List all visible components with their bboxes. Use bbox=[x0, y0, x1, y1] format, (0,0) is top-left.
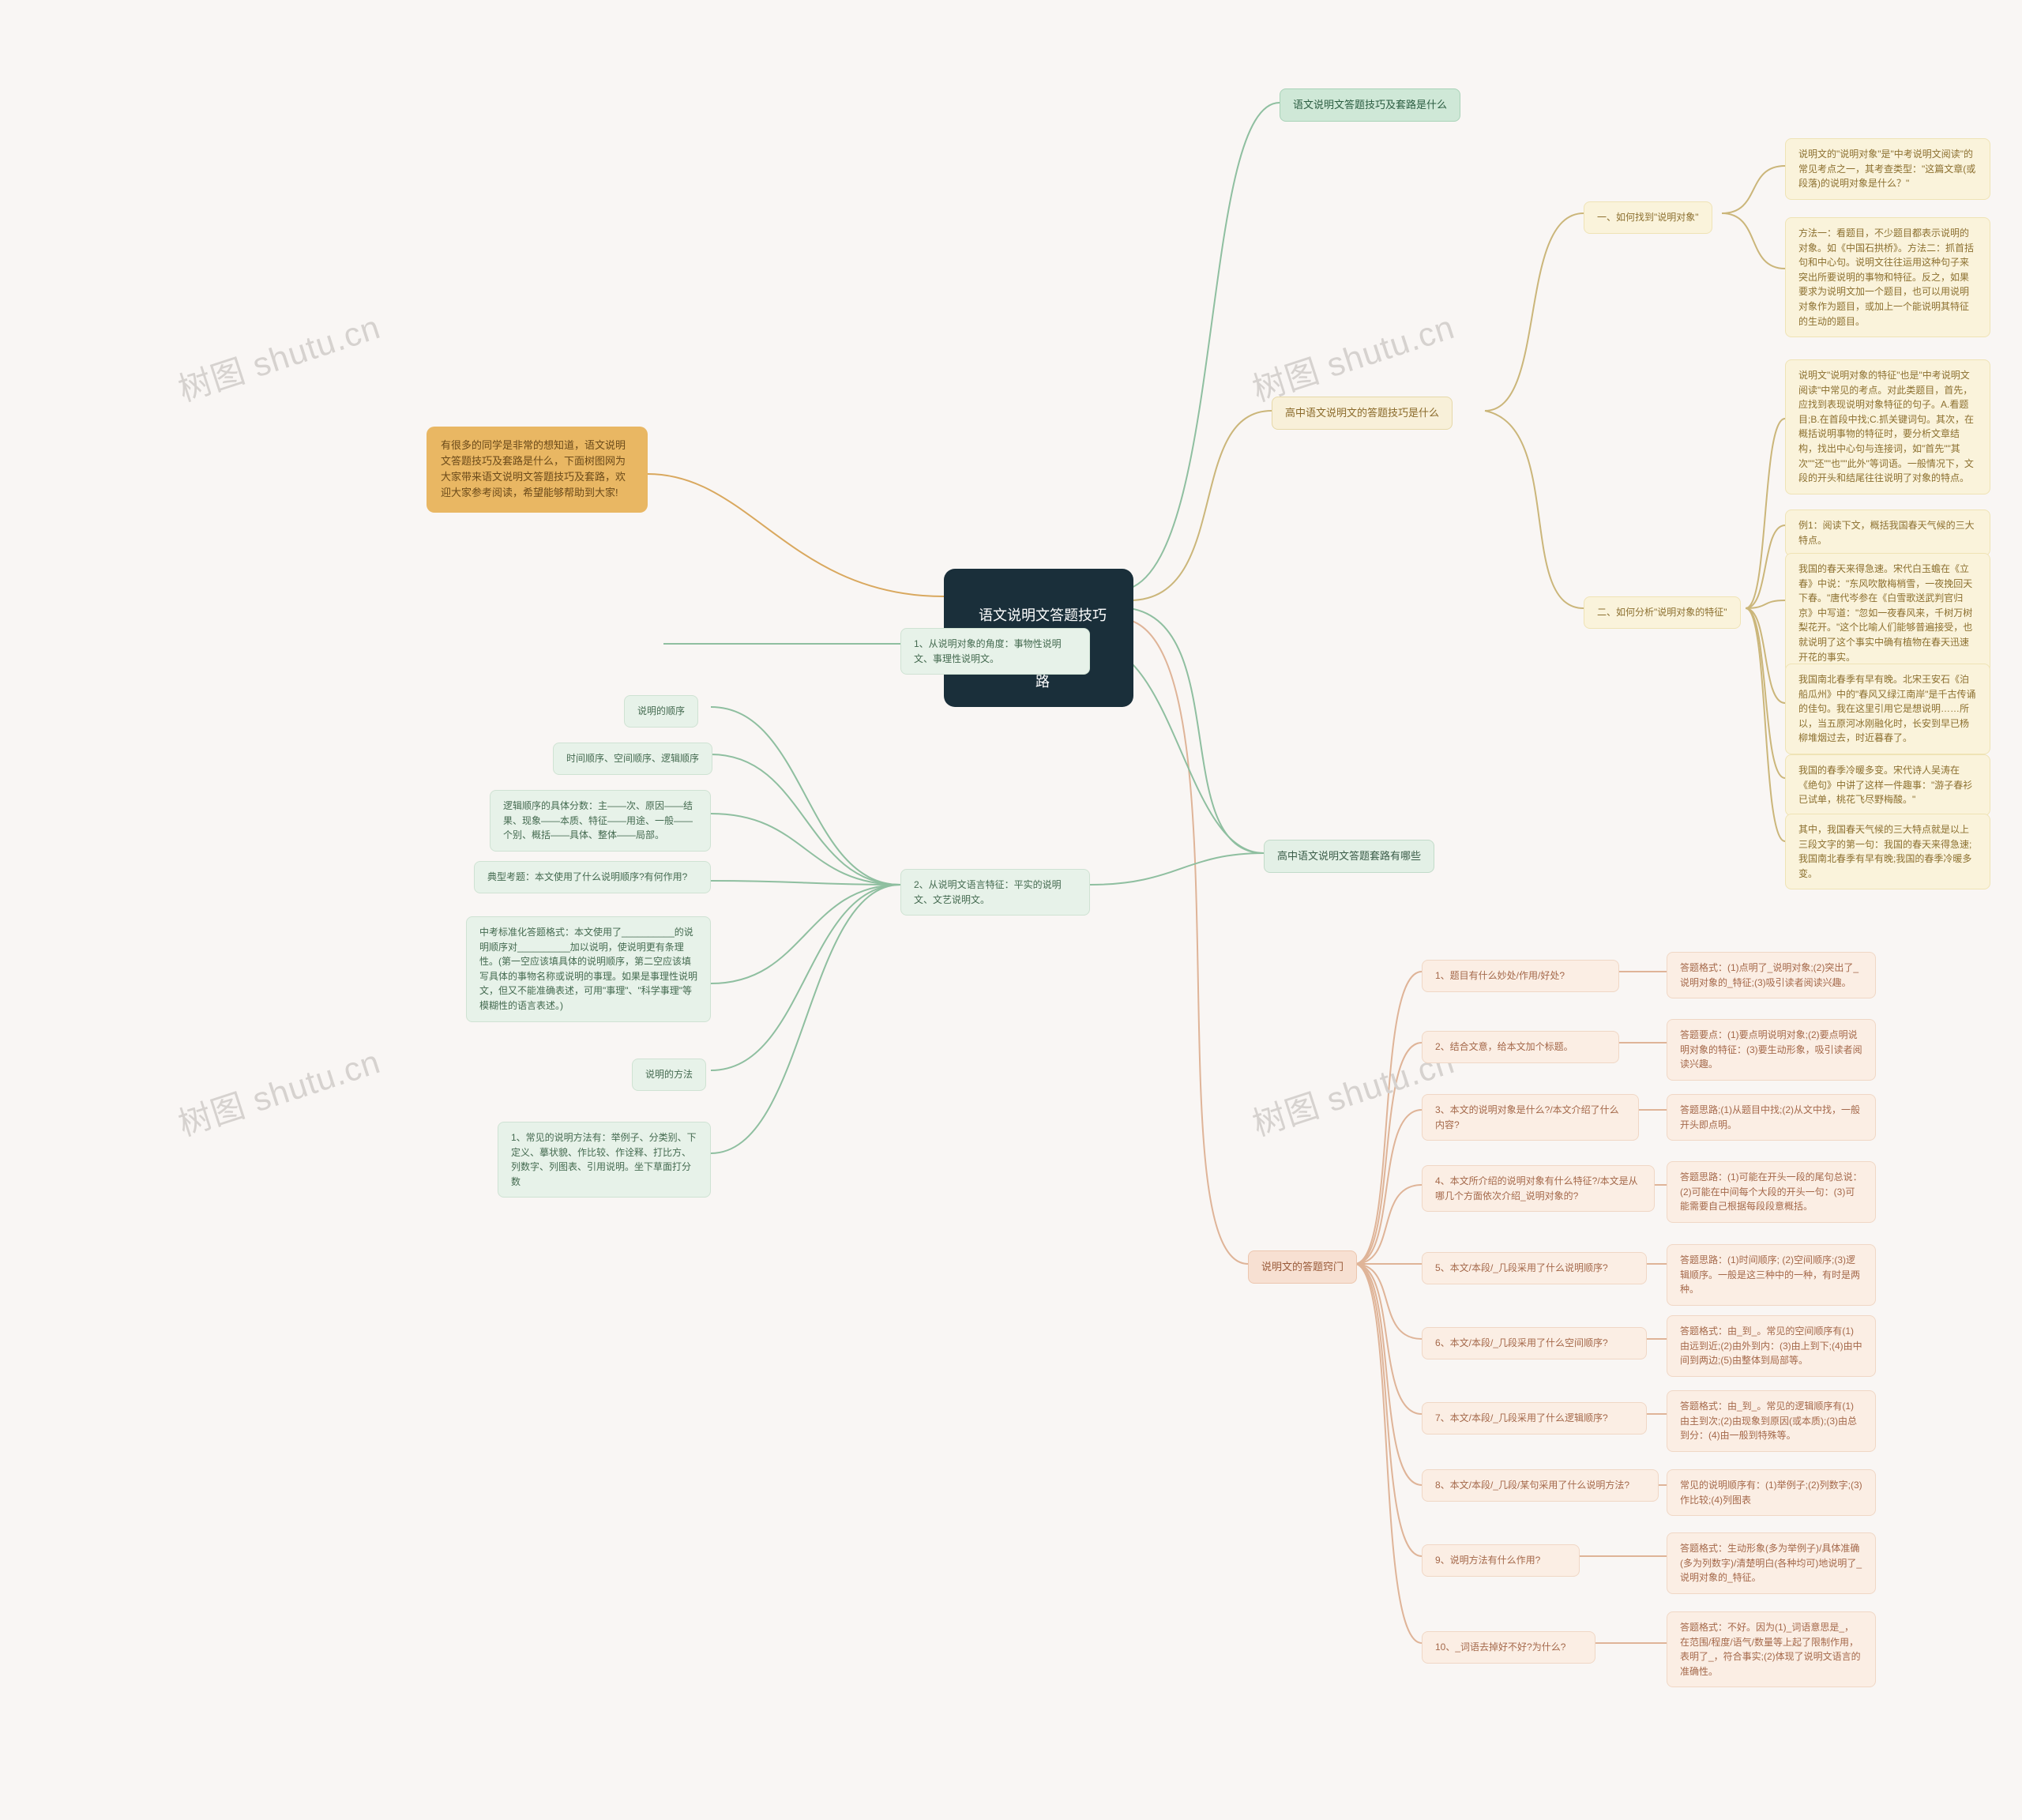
b4-q5[interactable]: 6、本文/本段/_几段采用了什么空间顺序? bbox=[1422, 1327, 1647, 1359]
branch-4[interactable]: 说明文的答题窍门 bbox=[1248, 1250, 1357, 1284]
b4-a8: 答题格式：生动形象(多为举例子)/具体准确(多为列数字)/清楚明白(各种均可)地… bbox=[1667, 1532, 1876, 1594]
b2-n1-c2: 方法一：看题目，不少题目都表示说明的对象。如《中国石拱桥》。方法二：抓首括句和中… bbox=[1785, 217, 1990, 337]
b4-a4: 答题思路：(1)时间顺序; (2)空间顺序;(3)逻辑顺序。一般是这三种中的一种… bbox=[1667, 1244, 1876, 1306]
connector-edge bbox=[1746, 600, 1785, 608]
b4-a7: 常见的说明顺序有：(1)举例子;(2)列数字;(3)作比较;(4)列图表 bbox=[1667, 1469, 1876, 1516]
connector-edge bbox=[1722, 166, 1785, 213]
branch-3[interactable]: 高中语文说明文答题套路有哪些 bbox=[1264, 840, 1434, 873]
b3-c3: 时间顺序、空间顺序、逻辑顺序 bbox=[553, 743, 712, 775]
connector-edge bbox=[1355, 1110, 1422, 1264]
connector-edge bbox=[1129, 620, 1248, 1264]
b3-c6: 中考标准化答题格式：本文使用了__________的说明顺序对_________… bbox=[466, 916, 711, 1022]
b2-n2-c2: 例1：阅读下文，概括我国春天气候的三大特点。 bbox=[1785, 510, 1990, 556]
connector-edge bbox=[648, 474, 944, 596]
b4-q9[interactable]: 10、_词语去掉好不好?为什么? bbox=[1422, 1631, 1595, 1664]
b4-a9: 答题格式：不好。因为(1)_词语意思是_，在范围/程度/语气/数量等上起了限制作… bbox=[1667, 1611, 1876, 1687]
b2-n2[interactable]: 二、如何分析"说明对象的特征" bbox=[1584, 596, 1741, 629]
connector-edge bbox=[1485, 411, 1584, 608]
connector-edge bbox=[1355, 1264, 1422, 1339]
connector-edge bbox=[711, 885, 900, 1153]
connector-edge bbox=[1746, 608, 1785, 703]
connector-edge bbox=[1355, 972, 1422, 1264]
b4-a3: 答题思路：(1)可能在开头一段的尾句总说：(2)可能在中间每个大段的开头一句：(… bbox=[1667, 1161, 1876, 1223]
connector-edge bbox=[1746, 608, 1785, 841]
branch-1[interactable]: 语文说明文答题技巧及套路是什么 bbox=[1280, 88, 1460, 122]
connector-edge bbox=[1722, 213, 1785, 269]
b4-q0[interactable]: 1、题目有什么妙处/作用/好处? bbox=[1422, 960, 1619, 992]
connector-edge bbox=[1355, 1264, 1422, 1485]
b3-c2: 说明的顺序 bbox=[624, 695, 698, 728]
b3-c7[interactable]: 2、从说明文语言特征：平实的说明文、文艺说明文。 bbox=[900, 869, 1090, 916]
connector-edge bbox=[1355, 1264, 1422, 1556]
b4-a2: 答题思路;(1)从题目中找;(2)从文中找，一般开头即点明。 bbox=[1667, 1094, 1876, 1141]
connector-edge bbox=[1090, 853, 1264, 885]
watermark: 树图 shutu.cn bbox=[171, 300, 385, 411]
connector-edge bbox=[1355, 1185, 1422, 1264]
root-line2: 路 bbox=[1035, 674, 1050, 690]
connector-edge bbox=[711, 814, 900, 885]
watermark: 树图 shutu.cn bbox=[1246, 300, 1460, 411]
intro-node: 有很多的同学是非常的想知道，语文说明文答题技巧及套路是什么，下面树图网为大家带来… bbox=[427, 427, 648, 513]
b4-q2[interactable]: 3、本文的说明对象是什么?/本文介绍了什么内容? bbox=[1422, 1094, 1639, 1141]
b4-a5: 答题格式：由_到_。常见的空间顺序有(1)由远到近;(2)由外到内：(3)由上到… bbox=[1667, 1315, 1876, 1377]
b3-c1[interactable]: 1、从说明对象的角度：事物性说明文、事理性说明文。 bbox=[900, 628, 1090, 675]
b2-n2-c3: 我国的春天来得急速。宋代白玉蟾在《立春》中说："东风吹散梅梢雪，一夜挽回天下春。… bbox=[1785, 553, 1990, 673]
connector-edge bbox=[1746, 608, 1785, 778]
connector-edge bbox=[711, 885, 900, 1070]
b4-q8[interactable]: 9、说明方法有什么作用? bbox=[1422, 1544, 1580, 1577]
connector-edge bbox=[1355, 1264, 1422, 1414]
b4-a0: 答题格式：(1)点明了_说明对象;(2)突出了_说明对象的_特征;(3)吸引读者… bbox=[1667, 952, 1876, 998]
connector-edge bbox=[711, 885, 900, 983]
watermark: 树图 shutu.cn bbox=[171, 1035, 385, 1145]
connector-edge bbox=[1485, 213, 1584, 411]
connector-edge bbox=[1355, 1264, 1422, 1643]
b4-q6[interactable]: 7、本文/本段/_几段采用了什么逻辑顺序? bbox=[1422, 1402, 1647, 1435]
connector-edge bbox=[1746, 525, 1785, 608]
b3-c9: 1、常见的说明方法有：举例子、分类别、下定义、摹状貌、作比较、作诠释、打比方、列… bbox=[498, 1122, 711, 1198]
branch-2[interactable]: 高中语文说明文的答题技巧是什么 bbox=[1272, 397, 1453, 430]
b4-q3[interactable]: 4、本文所介绍的说明对象有什么特征?/本文是从哪几个方面依次介绍_说明对象的? bbox=[1422, 1165, 1655, 1212]
connector-edge bbox=[711, 707, 900, 885]
b2-n2-c4: 我国南北春季有早有晚。北宋王安石《泊船瓜州》中的"春风又绿江南岸"是千古传诵的佳… bbox=[1785, 664, 1990, 754]
b3-c8: 说明的方法 bbox=[632, 1059, 706, 1091]
b4-q1[interactable]: 2、结合文意，给本文加个标题。 bbox=[1422, 1031, 1619, 1063]
b4-a1: 答题要点：(1)要点明说明对象;(2)要点明说明对象的特征：(3)要生动形象，吸… bbox=[1667, 1019, 1876, 1081]
connector-edge bbox=[1355, 1043, 1422, 1264]
connector-edge bbox=[1129, 608, 1264, 853]
connector-edge bbox=[1129, 411, 1272, 600]
connector-edge bbox=[1746, 419, 1785, 608]
b4-a6: 答题格式：由_到_。常见的逻辑顺序有(1)由主到次;(2)由现象到原因(或本质)… bbox=[1667, 1390, 1876, 1452]
connector-edge bbox=[711, 754, 900, 885]
b4-q7[interactable]: 8、本文/本段/_几段/某句采用了什么说明方法? bbox=[1422, 1469, 1659, 1502]
b3-c5: 典型考题：本文使用了什么说明顺序?有何作用? bbox=[474, 861, 711, 893]
b3-c4: 逻辑顺序的具体分数：主——次、原因——结果、现象——本质、特征——用途、一般——… bbox=[490, 790, 711, 852]
b2-n2-c1: 说明文"说明对象的特征"也是"中考说明文阅读"中常见的考点。对此类题目，首先，应… bbox=[1785, 359, 1990, 494]
b2-n1[interactable]: 一、如何找到"说明对象" bbox=[1584, 201, 1712, 234]
connector-edge bbox=[1129, 103, 1280, 588]
connector-edge bbox=[711, 881, 900, 885]
b2-n2-c5: 我国的春季冷暖多变。宋代诗人吴涛在《绝句》中讲了这样一件趣事："游子春衫已试单，… bbox=[1785, 754, 1990, 816]
b2-n1-c1: 说明文的"说明对象"是"中考说明文阅读"的常见考点之一，其考查类型："这篇文章(… bbox=[1785, 138, 1990, 200]
b2-n2-c6: 其中，我国春天气候的三大特点就是以上三段文字的第一句：我国的春天来得急速;我国南… bbox=[1785, 814, 1990, 889]
b4-q4[interactable]: 5、本文/本段/_几段采用了什么说明顺序? bbox=[1422, 1252, 1647, 1284]
